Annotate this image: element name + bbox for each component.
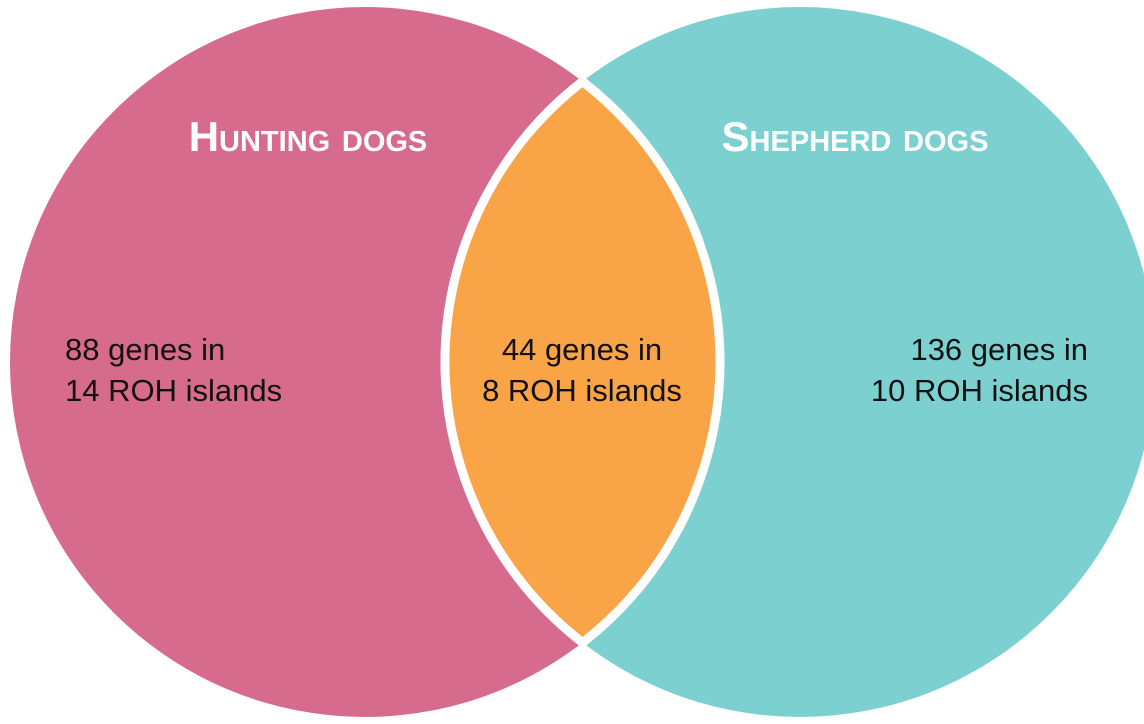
region-text: 136 genes in [910, 332, 1088, 367]
intersection-lens [440, 75, 725, 649]
set-title: Hunting dogs [189, 113, 428, 160]
region-text: 88 genes in [65, 332, 225, 367]
region-text: 8 ROH islands [482, 373, 682, 408]
region-text: 10 ROH islands [871, 373, 1088, 408]
region-text: 14 ROH islands [65, 373, 282, 408]
region-text: 44 genes in [502, 332, 662, 367]
set-title: Shepherd dogs [722, 113, 989, 160]
